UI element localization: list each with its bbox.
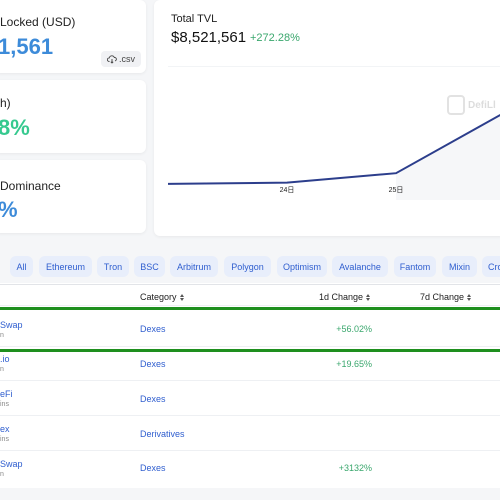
tvl-area xyxy=(396,115,500,200)
chain-chip-cro[interactable]: Cro xyxy=(482,256,500,277)
protocol-chains: n xyxy=(0,366,4,373)
protocol-name-link[interactable]: Swap xyxy=(0,320,23,330)
chain-chip-bsc[interactable]: BSC xyxy=(134,256,165,277)
protocol-chains: n xyxy=(0,471,4,478)
cloud-download-icon xyxy=(106,55,117,64)
row-divider xyxy=(0,415,500,416)
defillama-logo-icon xyxy=(447,95,465,115)
dominance-label: Dominance xyxy=(0,179,61,193)
protocol-chains: ins xyxy=(0,436,9,443)
chain-chip-mixin[interactable]: Mixin xyxy=(442,256,477,277)
chain-filter-bar: All Ethereum Tron BSC Arbitrum Polygon O… xyxy=(0,256,500,278)
protocol-chains: n xyxy=(0,332,4,339)
category-link[interactable]: Dexes xyxy=(140,463,166,473)
category-header-label: Category xyxy=(140,292,177,302)
change-value: 8% xyxy=(0,115,30,140)
change-1d-value: +3132% xyxy=(338,463,372,473)
change-label: h) xyxy=(0,96,11,110)
category-link[interactable]: Dexes xyxy=(140,324,166,334)
tvl-line xyxy=(168,113,500,185)
tvl-line-chart: 24日 25日 26 xyxy=(168,66,500,200)
tvl-locked-value: 1,561 xyxy=(0,34,54,59)
category-link[interactable]: Dexes xyxy=(140,359,166,369)
row-divider xyxy=(0,380,500,381)
chain-chip-polygon[interactable]: Polygon xyxy=(224,256,271,277)
chain-chip-optimism[interactable]: Optimism xyxy=(277,256,327,277)
csv-label: .csv xyxy=(118,54,135,64)
tvl-locked-label: Locked (USD) xyxy=(0,15,76,29)
chain-chip-arbitrum[interactable]: Arbitrum xyxy=(170,256,218,277)
protocol-name-link[interactable]: ex xyxy=(0,424,10,434)
sort-icon xyxy=(366,293,371,301)
total-tvl-change: +272.28% xyxy=(250,32,300,44)
chain-chip-tron[interactable]: Tron xyxy=(97,256,129,277)
category-header[interactable]: Category xyxy=(140,292,185,302)
row-divider xyxy=(0,346,500,347)
protocols-table xyxy=(0,283,500,488)
chain-chip-fantom[interactable]: Fantom xyxy=(394,256,436,277)
chain-chip-all[interactable]: All xyxy=(10,256,33,277)
change-1d-header-label: 1d Change xyxy=(319,292,364,302)
row-highlight xyxy=(0,307,500,352)
sort-icon xyxy=(467,293,472,301)
header-divider xyxy=(0,305,500,306)
dominance-value: % xyxy=(0,197,18,223)
protocol-chains: ins xyxy=(0,401,9,408)
category-link[interactable]: Derivatives xyxy=(140,429,185,439)
change-7d-header[interactable]: 7d Change xyxy=(420,292,472,302)
change-card xyxy=(0,80,146,153)
protocol-name-link[interactable]: eFi xyxy=(0,389,13,399)
change-1d-header[interactable]: 1d Change xyxy=(319,292,371,302)
total-tvl-label: Total TVL xyxy=(171,13,218,25)
defillama-watermark: DefiLl xyxy=(447,95,496,115)
download-csv-button[interactable]: .csv xyxy=(101,51,141,67)
x-tick-label: 25日 xyxy=(389,186,404,194)
protocol-name-link[interactable]: .io xyxy=(0,354,10,364)
protocol-name-link[interactable]: Swap xyxy=(0,459,23,469)
category-link[interactable]: Dexes xyxy=(140,394,166,404)
dominance-card xyxy=(0,160,146,233)
total-tvl-value: $8,521,561 xyxy=(171,29,247,46)
row-divider xyxy=(0,450,500,451)
sort-icon xyxy=(179,293,185,301)
x-tick-label: 24日 xyxy=(280,186,295,194)
chain-chip-ethereum[interactable]: Ethereum xyxy=(39,256,92,277)
watermark-text: DefiLl xyxy=(468,99,496,111)
change-7d-header-label: 7d Change xyxy=(420,292,465,302)
table-top-border xyxy=(0,284,500,285)
change-1d-value: +56.02% xyxy=(336,324,372,334)
chain-chip-avalanche[interactable]: Avalanche xyxy=(332,256,388,277)
change-1d-value: +19.65% xyxy=(336,359,372,369)
